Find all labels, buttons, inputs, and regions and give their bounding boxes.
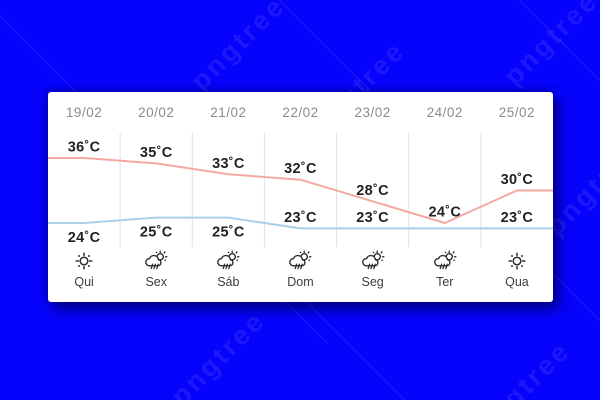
- day-label: Dom: [287, 275, 314, 289]
- weather-icon-rain-sun: [337, 248, 409, 274]
- weather-icon-rain-sun: [409, 248, 481, 274]
- low-temp-label: 23˚C: [284, 210, 317, 226]
- weather-forecast-card: 19/02 20/02 21/02 22/02 23/02 24/02 25/02 36˚C…: [48, 92, 553, 302]
- day-label: Sex: [145, 275, 167, 289]
- weather-icon-rain-sun: [192, 248, 264, 274]
- high-temp-label: 33˚C: [212, 156, 245, 172]
- date-label: 21/02: [210, 104, 247, 120]
- low-temp-label: 23˚C: [356, 210, 389, 226]
- day-label: Seg: [361, 275, 384, 289]
- date-label: 20/02: [138, 104, 175, 120]
- low-temp-label: 24˚C: [68, 230, 101, 246]
- weather-icon-sun: [481, 248, 553, 274]
- date-label: 22/02: [282, 104, 319, 120]
- high-temp-label: 30˚C: [501, 172, 534, 188]
- date-label: 25/02: [498, 104, 536, 120]
- date-label: 24/02: [426, 104, 463, 120]
- date-label: 19/02: [65, 104, 103, 120]
- date-label: 23/02: [354, 104, 391, 120]
- high-temp-line: [48, 157, 553, 224]
- low-temp-label: 25˚C: [140, 225, 173, 241]
- dates-row: 19/02 20/02 21/02 22/02 23/02 24/02 25/02: [48, 102, 553, 122]
- high-temp-label: 24˚C: [428, 205, 461, 221]
- day-label: Qui: [74, 275, 94, 289]
- weather-icons-row: [48, 248, 553, 274]
- weather-icon-rain-sun: [264, 248, 336, 274]
- low-temp-label: 23˚C: [501, 210, 534, 226]
- day-label: Ter: [436, 275, 454, 289]
- watermark-text: pngtree: [498, 0, 600, 92]
- high-temp-label: 36˚C: [68, 140, 101, 156]
- low-temp-line: [48, 216, 553, 230]
- weather-icon-sun: [48, 248, 120, 274]
- watermark-text: pngtree: [470, 335, 577, 400]
- weather-icon-rain-sun: [120, 248, 192, 274]
- day-names-row: Qui Sex Sáb Dom Seg Ter Qua: [48, 274, 553, 290]
- high-temp-label: 35˚C: [140, 145, 173, 161]
- high-temp-label: 32˚C: [284, 161, 317, 177]
- watermark-text: pngtree: [165, 305, 272, 400]
- watermark-text: pngtree: [185, 0, 292, 97]
- low-temp-label: 25˚C: [212, 225, 245, 241]
- day-label: Sáb: [217, 275, 240, 289]
- high-temp-label: 28˚C: [356, 183, 389, 199]
- day-label: Qua: [505, 275, 529, 289]
